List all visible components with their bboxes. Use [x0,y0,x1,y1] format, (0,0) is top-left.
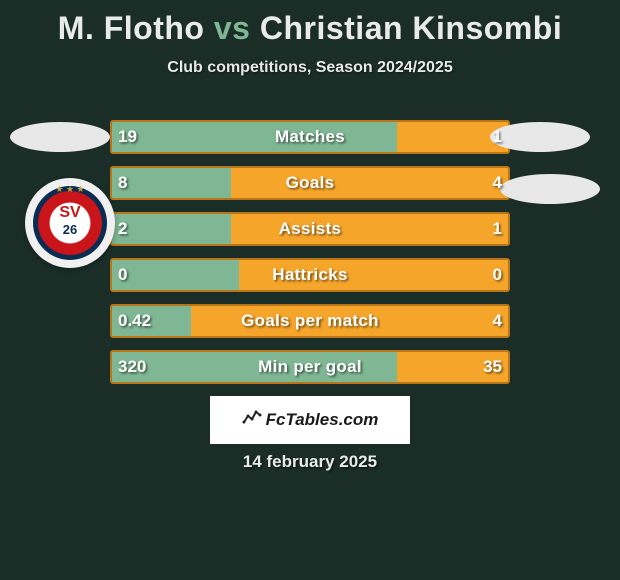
stat-value-right: 35 [483,350,502,384]
stat-label: Goals [286,173,335,193]
stat-row: Min per goal 320 35 [0,350,620,384]
snapshot-date: 14 february 2025 [0,452,620,472]
player2-name: Christian Kinsombi [260,10,562,46]
player1-photo-placeholder [10,122,110,152]
player2-photo-placeholder [490,122,590,152]
stat-row: Goals per match 0.42 4 [0,304,620,338]
stat-row: Hattricks 0 0 [0,258,620,292]
badge-bottom-label: 26 [63,222,77,237]
stat-value-left: 0 [118,258,127,292]
stat-value-right: 1 [493,212,502,246]
stat-label: Matches [275,127,345,147]
stat-bar-track: Min per goal [110,350,510,384]
stat-bar-fill [112,122,397,152]
stat-value-left: 8 [118,166,127,200]
stat-label: Goals per match [241,311,379,331]
stat-value-right: 0 [493,258,502,292]
stat-bar-fill [112,168,231,198]
stat-value-left: 2 [118,212,127,246]
subtitle: Club competitions, Season 2024/2025 [0,59,620,77]
stat-value-right: 4 [493,166,502,200]
comparison-title: M. Flotho vs Christian Kinsombi [0,0,620,47]
stat-label: Min per goal [258,357,362,377]
stat-bar-fill [112,214,231,244]
stat-bar-track: Goals per match [110,304,510,338]
stat-label: Hattricks [272,265,347,285]
stat-value-right: 4 [493,304,502,338]
badge-stars-icon: ★ ★ ★ [55,184,84,195]
stat-value-left: 19 [118,120,137,154]
stat-bar-track: Hattricks [110,258,510,292]
stat-bar-track: Goals [110,166,510,200]
player1-name: M. Flotho [58,10,205,46]
badge-top-label: SV [59,204,80,222]
stat-value-left: 320 [118,350,146,384]
fctables-logo-icon [242,408,262,433]
stat-bar-fill [112,260,239,290]
fctables-text: FcTables.com [266,410,379,430]
stat-value-left: 0.42 [118,304,151,338]
stat-label: Assists [279,219,342,239]
stat-bar-track: Assists [110,212,510,246]
vs-label: vs [214,10,251,46]
player2-club-placeholder [500,174,600,204]
stat-value-right: 1 [493,120,502,154]
fctables-watermark: FcTables.com [210,396,410,444]
stat-bar-track: Matches [110,120,510,154]
player1-club-badge: ★ ★ ★ SV 26 [25,178,115,268]
